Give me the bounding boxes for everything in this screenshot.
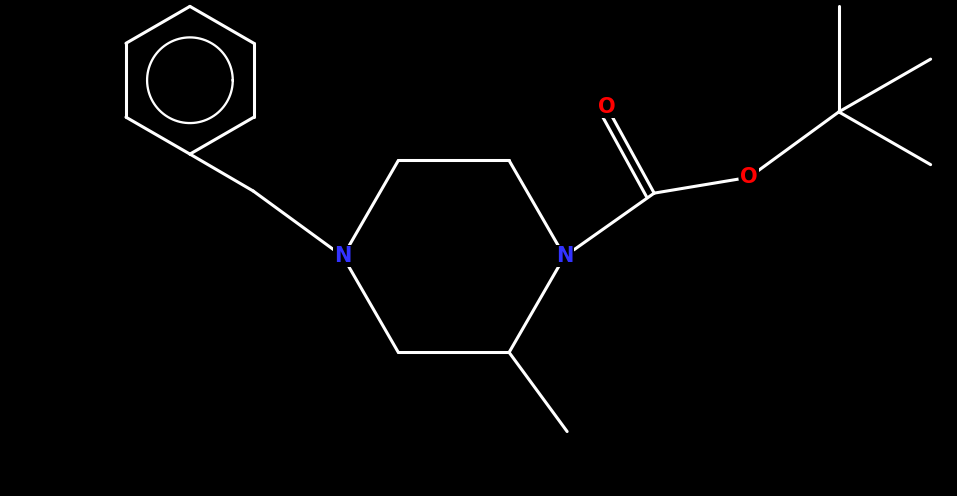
Text: N: N bbox=[334, 247, 351, 266]
Text: O: O bbox=[741, 167, 758, 187]
Text: N: N bbox=[556, 247, 573, 266]
Text: O: O bbox=[598, 97, 615, 117]
